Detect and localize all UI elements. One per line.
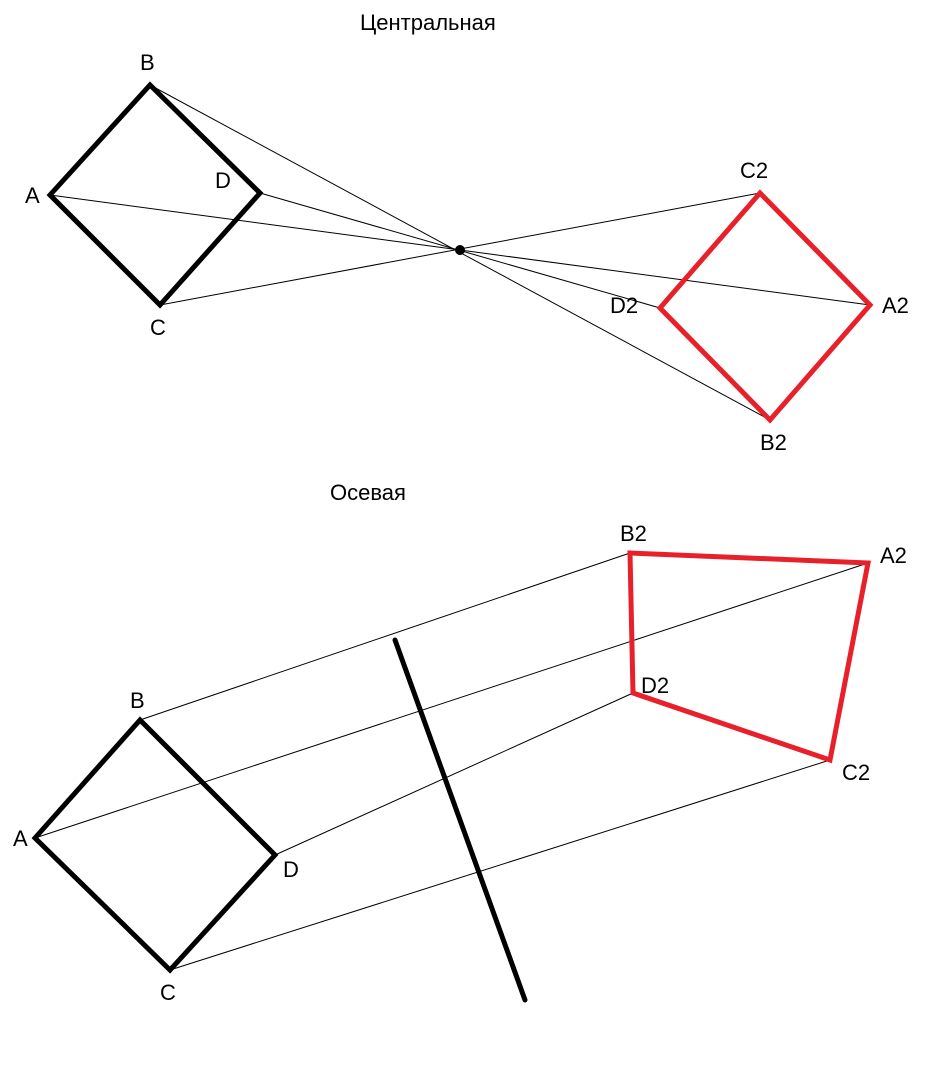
construction-line xyxy=(275,693,633,855)
vertex-label-d2: D2 xyxy=(641,673,669,698)
vertex-label-c2: C2 xyxy=(842,760,870,785)
axial-original-quad xyxy=(35,720,275,970)
vertex-label-d: D xyxy=(215,168,231,193)
vertex-label-c: C xyxy=(150,315,166,340)
vertex-label-b: B xyxy=(140,50,155,75)
vertex-label-c: C xyxy=(160,980,176,1005)
vertex-label-a2: A2 xyxy=(880,543,907,568)
title-axial: Осевая xyxy=(330,480,406,505)
vertex-label-d: D xyxy=(283,857,299,882)
symmetry-axis xyxy=(395,640,525,1000)
vertex-label-b2: B2 xyxy=(760,430,787,455)
title-central: Центральная xyxy=(360,10,496,35)
vertex-label-d2: D2 xyxy=(610,293,638,318)
vertex-label-b2: B2 xyxy=(620,521,647,546)
vertex-label-a: A xyxy=(13,826,28,851)
construction-line xyxy=(140,553,630,720)
central-reflected-quad xyxy=(660,193,870,420)
vertex-label-a: A xyxy=(25,183,40,208)
vertex-label-b: B xyxy=(130,688,145,713)
vertex-label-a2: A2 xyxy=(882,293,909,318)
central-original-quad xyxy=(50,85,260,305)
vertex-label-c2: C2 xyxy=(740,158,768,183)
center-point xyxy=(455,245,465,255)
axial-reflected-quad xyxy=(630,553,868,760)
